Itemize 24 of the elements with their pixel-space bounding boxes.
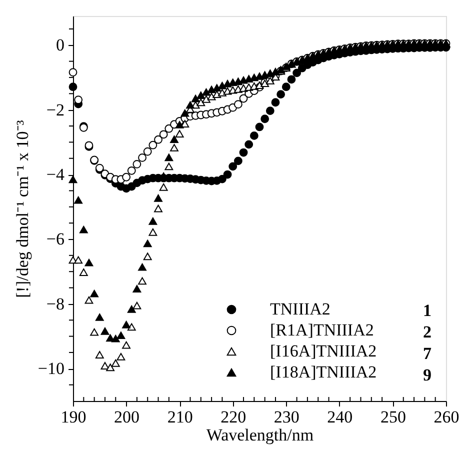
legend-label: [R1A]TNIIIA2 xyxy=(270,320,374,340)
y-tick-label: −6 xyxy=(46,230,64,249)
x-tick-label: 220 xyxy=(220,408,246,426)
y-tick-label: −4 xyxy=(46,165,65,184)
x-tick-label: 230 xyxy=(274,408,300,426)
annotation: 7 xyxy=(423,344,432,363)
x-tick-label: 260 xyxy=(434,408,460,426)
legend-label: TNIIIA2 xyxy=(270,300,330,318)
legend-label: [I18A]TNIIIA2 xyxy=(270,362,377,382)
y-tick-label: −2 xyxy=(46,100,64,120)
x-tick-label: 190 xyxy=(60,408,86,426)
y-tick-label: 0 xyxy=(56,36,64,55)
x-tick-label: 200 xyxy=(114,408,140,426)
y-axis-title: [!]/deg dmol⁻¹ cm⁻¹ x 10⁻³ xyxy=(12,120,32,298)
annotation: 9 xyxy=(423,366,432,384)
y-tick-label: −8 xyxy=(46,294,64,314)
annotation: 2 xyxy=(423,322,432,342)
annotation: 1 xyxy=(423,301,432,320)
legend-label: [I16A]TNIIIA2 xyxy=(270,342,377,360)
x-tick-label: 240 xyxy=(327,408,353,426)
x-tick-label: 210 xyxy=(167,408,193,426)
x-tick-label: 250 xyxy=(380,408,406,426)
x-axis-title: Wavelength/nm xyxy=(206,426,314,444)
y-tick-label: −10 xyxy=(38,359,64,378)
